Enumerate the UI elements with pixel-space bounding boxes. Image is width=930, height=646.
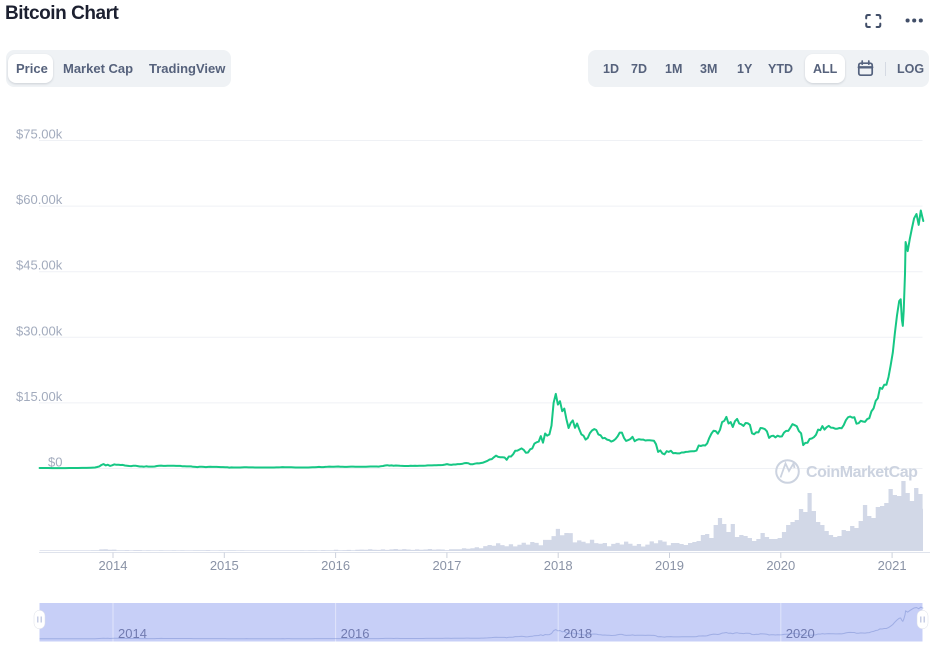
svg-text:$30.00k: $30.00k [16, 323, 63, 338]
svg-text:2020: 2020 [766, 558, 795, 573]
svg-text:2014: 2014 [99, 558, 128, 573]
svg-text:2016: 2016 [321, 558, 350, 573]
svg-text:2021: 2021 [878, 558, 907, 573]
svg-text:2017: 2017 [432, 558, 461, 573]
svg-text:$45.00k: $45.00k [16, 258, 63, 273]
svg-text:2018: 2018 [563, 626, 592, 641]
svg-text:2019: 2019 [655, 558, 684, 573]
svg-text:$0: $0 [48, 455, 62, 470]
svg-text:2014: 2014 [118, 626, 147, 641]
svg-text:CoinMarketCap: CoinMarketCap [806, 464, 918, 481]
svg-text:2015: 2015 [210, 558, 239, 573]
svg-text:$15.00k: $15.00k [16, 389, 63, 404]
svg-text:$75.00k: $75.00k [16, 127, 63, 142]
svg-text:2018: 2018 [544, 558, 573, 573]
svg-text:$60.00k: $60.00k [16, 192, 63, 207]
svg-text:2016: 2016 [341, 626, 370, 641]
svg-text:2020: 2020 [786, 626, 815, 641]
